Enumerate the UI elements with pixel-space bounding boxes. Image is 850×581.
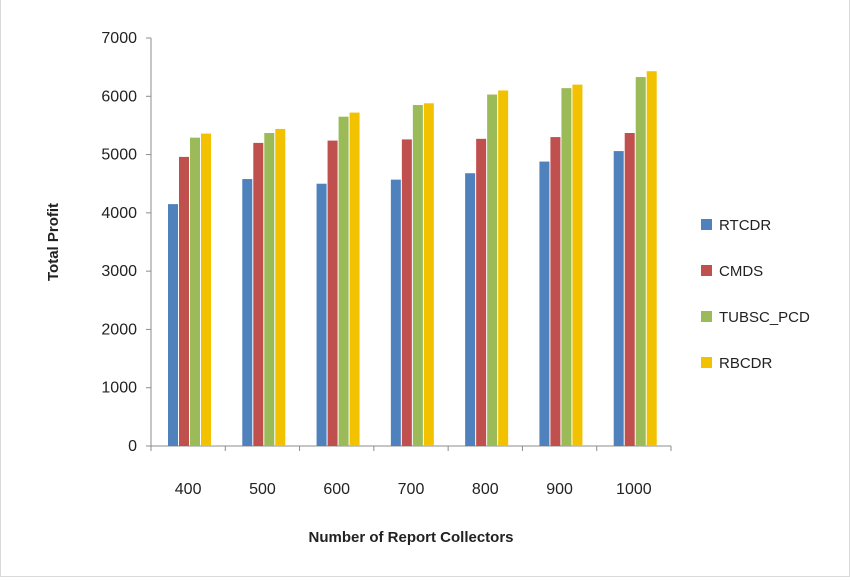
x-tick-label: 600 (323, 481, 350, 498)
bar-cmds-800 (476, 138, 487, 446)
bar-rtcdr-1000 (613, 151, 624, 446)
y-tick-label: 2000 (101, 321, 137, 338)
bar-tubsc-pcd-600 (338, 116, 349, 446)
y-axis-title-text: Total Profit (45, 203, 62, 281)
bar-cmds-1000 (624, 133, 635, 446)
legend-label: RTCDR (719, 217, 771, 234)
bar-rbcdr-800 (498, 90, 509, 446)
bar-cmds-900 (550, 137, 561, 447)
bar-tubsc-pcd-400 (190, 137, 200, 446)
legend-item-rtcdr: RTCDR (701, 217, 771, 234)
y-tick-labels: 0 1000 2000 3000 4000 5000 6000 7000 (101, 30, 151, 455)
legend: RTCDR CMDS TUBSC_PCD RBCDR (701, 217, 810, 372)
y-tick-label: 7000 (101, 30, 137, 47)
legend-item-cmds: CMDS (701, 263, 763, 280)
y-tick-label: 0 (128, 438, 137, 455)
bar-tubsc-pcd-1000 (635, 77, 646, 447)
x-tick-label: 400 (175, 481, 202, 498)
bar-rtcdr-500 (242, 179, 253, 446)
legend-swatch (701, 357, 712, 368)
bar-rtcdr-900 (539, 161, 550, 446)
bar-tubsc-pcd-900 (561, 88, 572, 446)
x-tick-label: 700 (398, 481, 425, 498)
bar-cmds-400 (179, 156, 189, 446)
legend-label: TUBSC_PCD (719, 309, 810, 326)
x-tick-label: 500 (249, 481, 276, 498)
legend-label: RBCDR (719, 355, 773, 372)
bar-cmds-500 (253, 142, 264, 446)
bar-rbcdr-900 (572, 84, 583, 446)
legend-swatch (701, 311, 712, 322)
bar-cmds-700 (401, 139, 412, 446)
bar-rbcdr-400 (201, 133, 211, 447)
legend-swatch (701, 219, 712, 230)
bar-tubsc-pcd-700 (412, 105, 423, 447)
y-axis-title: Total Profit (45, 203, 62, 281)
bar-rbcdr-1000 (646, 71, 657, 447)
y-tick-label: 1000 (101, 380, 137, 397)
bar-rtcdr-400 (168, 204, 178, 446)
bar-rbcdr-500 (275, 128, 286, 446)
x-tick-label: 1000 (616, 481, 652, 498)
bar-rtcdr-800 (465, 173, 476, 447)
bar-rbcdr-700 (423, 103, 434, 446)
y-tick-label: 4000 (101, 205, 137, 222)
plot-area (150, 38, 671, 447)
bar-tubsc-pcd-500 (264, 133, 275, 446)
legend-swatch (701, 265, 712, 276)
y-tick-label: 6000 (101, 88, 137, 105)
bar-cmds-600 (327, 140, 338, 446)
bar-rbcdr-600 (349, 112, 360, 446)
bar-tubsc-pcd-800 (487, 94, 498, 446)
y-tick-label: 5000 (101, 147, 137, 164)
bar-rtcdr-700 (390, 179, 401, 447)
x-tick-labels: 400 500 600 700 800 900 1000 (150, 446, 672, 498)
legend-label: CMDS (719, 263, 763, 280)
x-tick-label: 800 (472, 481, 499, 498)
x-axis-title: Number of Report Collectors (308, 529, 513, 546)
legend-item-tubsc-pcd: TUBSC_PCD (701, 309, 810, 326)
y-tick-label: 3000 (101, 263, 137, 280)
legend-item-rbcdr: RBCDR (701, 355, 773, 372)
bar-rtcdr-600 (316, 183, 327, 446)
x-tick-label: 900 (546, 481, 573, 498)
